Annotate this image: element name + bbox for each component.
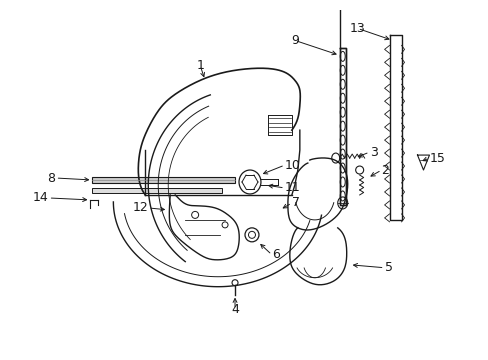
Text: 15: 15 — [428, 152, 445, 165]
Text: 1: 1 — [196, 59, 203, 72]
Bar — [92, 188, 222, 193]
Text: 2: 2 — [381, 163, 388, 176]
Text: 10: 10 — [285, 158, 300, 172]
Text: 8: 8 — [47, 171, 56, 185]
Bar — [92, 177, 235, 183]
Text: 9: 9 — [290, 34, 298, 47]
Text: 7: 7 — [291, 197, 299, 210]
Text: 11: 11 — [285, 181, 300, 194]
Text: 14: 14 — [33, 192, 48, 204]
Text: 12: 12 — [132, 202, 148, 215]
Text: 5: 5 — [384, 261, 392, 274]
Text: 4: 4 — [231, 303, 239, 316]
Text: 13: 13 — [349, 22, 365, 35]
Text: 3: 3 — [369, 145, 377, 158]
Text: 6: 6 — [271, 248, 279, 261]
